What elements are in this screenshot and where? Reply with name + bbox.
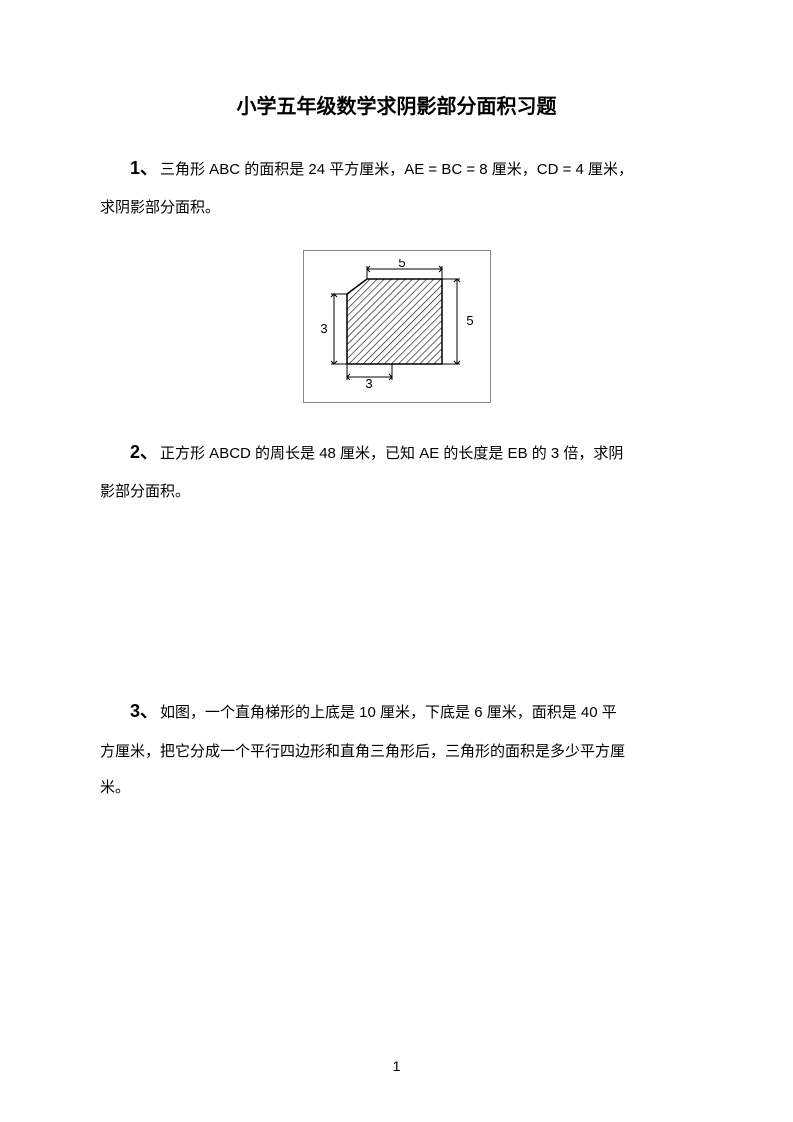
- problem-3-line-c: 米。: [100, 770, 693, 806]
- problem-2: 2、正方形 ABCD 的周长是 48 厘米，已知 AE 的长度是 EB 的 3 …: [100, 431, 693, 510]
- problem-1: 1、三角形 ABC 的面积是 24 平方厘米，AE = BC = 8 厘米，CD…: [100, 147, 693, 226]
- problem-2-number: 2、: [130, 442, 158, 462]
- problem-2-line-b: 影部分面积。: [100, 474, 693, 510]
- trapezoid-figure-icon: 5 5 3 3: [312, 259, 482, 389]
- problem-3-text-a: 如图，一个直角梯形的上底是 10 厘米，下底是 6 厘米，面积是 40 平: [160, 704, 617, 721]
- problem-3-number: 3、: [130, 701, 158, 721]
- problem-1-line-b: 求阴影部分面积。: [100, 190, 693, 226]
- problem-1-number: 1、: [130, 158, 158, 178]
- problem-3: 3、如图，一个直角梯形的上底是 10 厘米，下底是 6 厘米，面积是 40 平 …: [100, 690, 693, 805]
- figure-1-box: 5 5 3 3: [303, 250, 491, 403]
- problem-1-line-a: 1、三角形 ABC 的面积是 24 平方厘米，AE = BC = 8 厘米，CD…: [100, 147, 693, 190]
- problem-3-line-a: 3、如图，一个直角梯形的上底是 10 厘米，下底是 6 厘米，面积是 40 平: [100, 690, 693, 733]
- figure-1-container: 5 5 3 3: [100, 250, 693, 403]
- spacing-gap: [100, 530, 693, 690]
- page-number: 1: [0, 1058, 793, 1074]
- figure-top-label: 5: [398, 259, 405, 270]
- problem-2-line-a: 2、正方形 ABCD 的周长是 48 厘米，已知 AE 的长度是 EB 的 3 …: [100, 431, 693, 474]
- problem-1-text-a: 三角形 ABC 的面积是 24 平方厘米，AE = BC = 8 厘米，CD =…: [160, 161, 633, 178]
- page-title: 小学五年级数学求阴影部分面积习题: [100, 90, 693, 119]
- figure-bottom-label: 3: [365, 376, 372, 389]
- figure-right-label: 5: [466, 313, 473, 328]
- figure-left-label: 3: [320, 321, 327, 336]
- problem-3-line-b: 方厘米，把它分成一个平行四边形和直角三角形后，三角形的面积是多少平方厘: [100, 734, 693, 770]
- problem-2-text-a: 正方形 ABCD 的周长是 48 厘米，已知 AE 的长度是 EB 的 3 倍，…: [160, 445, 623, 462]
